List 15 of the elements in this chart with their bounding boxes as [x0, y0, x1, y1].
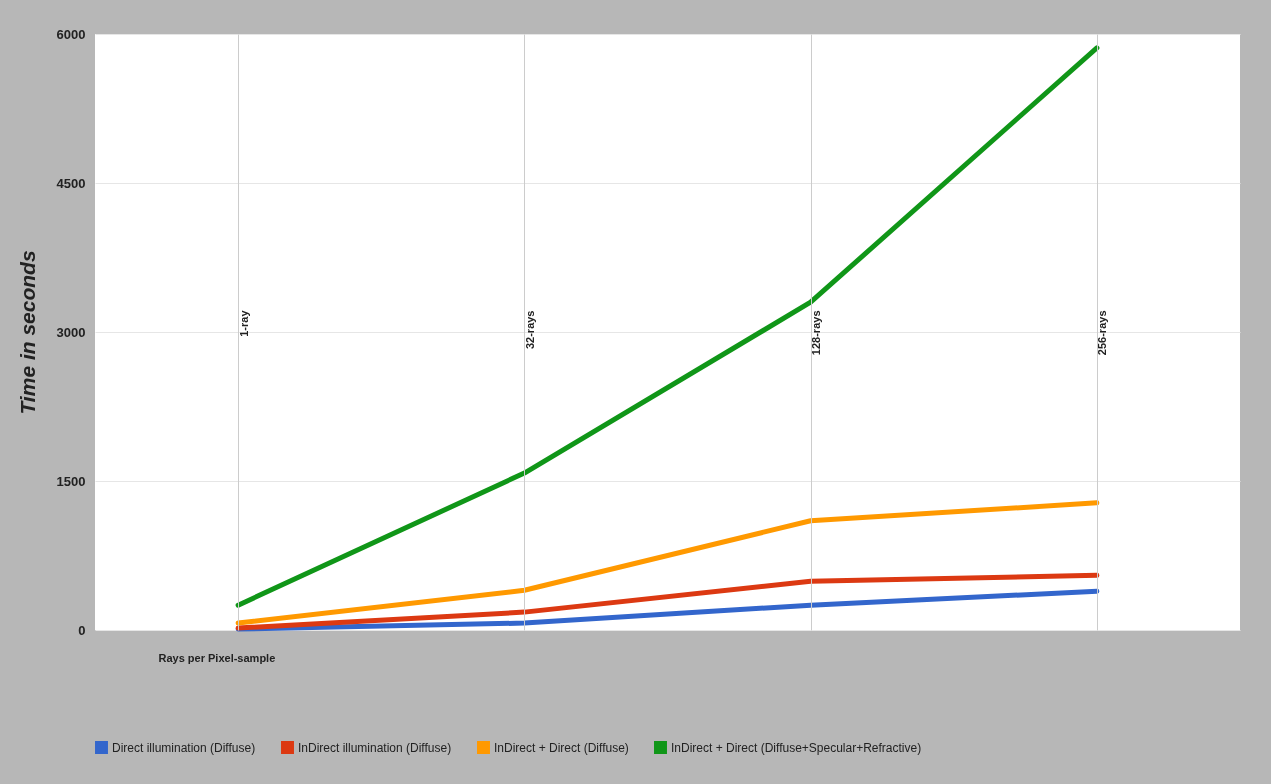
x-tick-label: 1-ray	[237, 309, 250, 337]
legend-label: Direct illumination (Diffuse)	[112, 740, 256, 755]
y-axis-title: Time in seconds	[15, 250, 39, 415]
y-tick-label: 1500	[56, 473, 86, 489]
x-tick-label: 256-rays	[1096, 310, 1109, 356]
legend-label: InDirect + Direct (Diffuse)	[494, 740, 629, 755]
legend-label: InDirect + Direct (Diffuse+Specular+Refractive)	[671, 740, 922, 755]
y-tick-label: 4500	[56, 175, 86, 191]
legend-label: InDirect illumination (Diffuse)	[298, 740, 452, 755]
x-axis-title: Rays per Pixel-sample	[158, 651, 276, 664]
x-tick-label: 128-rays	[810, 310, 823, 356]
y-tick-label: 6000	[56, 26, 86, 42]
y-tick-label: 0	[78, 622, 86, 638]
y-tick-label: 3000	[56, 324, 86, 340]
x-tick-label: 32-rays	[523, 310, 536, 350]
